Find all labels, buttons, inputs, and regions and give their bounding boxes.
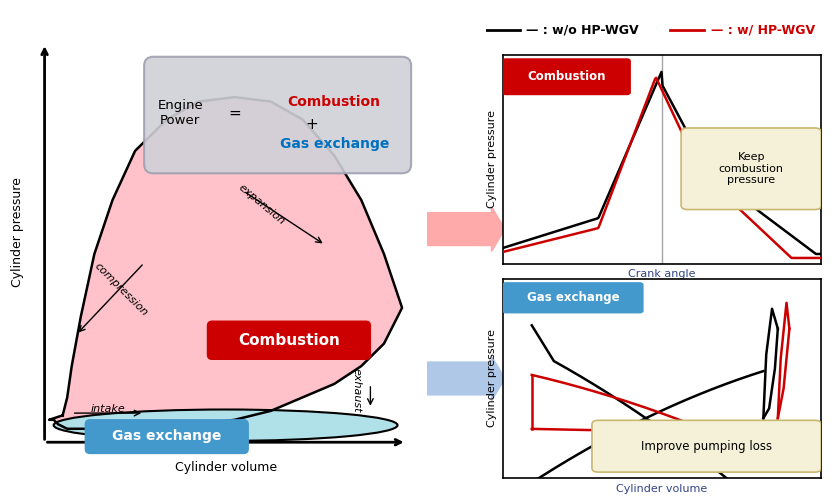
Text: — : w/o HP-WGV: — : w/o HP-WGV: [526, 23, 639, 36]
Text: Keep
combustion
pressure: Keep combustion pressure: [719, 152, 784, 185]
Text: Engine
Power: Engine Power: [158, 99, 203, 127]
X-axis label: Cylinder volume: Cylinder volume: [617, 484, 707, 494]
FancyBboxPatch shape: [592, 420, 821, 472]
Text: — : w/ HP-WGV: — : w/ HP-WGV: [711, 23, 815, 36]
Text: =: =: [228, 105, 241, 121]
Text: Combustion: Combustion: [238, 333, 340, 348]
Polygon shape: [49, 97, 402, 429]
FancyBboxPatch shape: [144, 57, 411, 173]
Text: Gas exchange: Gas exchange: [112, 429, 221, 443]
Text: Cylinder pressure: Cylinder pressure: [11, 177, 24, 286]
Text: Combustion: Combustion: [287, 95, 380, 109]
Y-axis label: Cylinder pressure: Cylinder pressure: [487, 111, 497, 208]
Text: Gas exchange: Gas exchange: [526, 291, 619, 304]
Ellipse shape: [54, 409, 397, 441]
Text: exhaust: exhaust: [352, 369, 362, 413]
FancyBboxPatch shape: [503, 59, 630, 95]
FancyBboxPatch shape: [85, 420, 248, 453]
FancyArrow shape: [427, 207, 505, 251]
Text: intake: intake: [91, 403, 126, 414]
FancyArrow shape: [427, 356, 505, 401]
FancyBboxPatch shape: [208, 321, 370, 359]
Text: Combustion: Combustion: [527, 70, 606, 83]
Text: compression: compression: [93, 261, 150, 318]
Text: Gas exchange: Gas exchange: [280, 137, 389, 151]
Text: Improve pumping loss: Improve pumping loss: [641, 440, 772, 453]
Text: +: +: [305, 117, 318, 131]
Y-axis label: Cylinder pressure: Cylinder pressure: [487, 330, 497, 427]
Text: expansion: expansion: [236, 182, 287, 227]
FancyBboxPatch shape: [503, 283, 643, 313]
X-axis label: Crank angle: Crank angle: [628, 269, 696, 279]
FancyBboxPatch shape: [681, 128, 821, 210]
Text: Cylinder volume: Cylinder volume: [174, 461, 277, 474]
